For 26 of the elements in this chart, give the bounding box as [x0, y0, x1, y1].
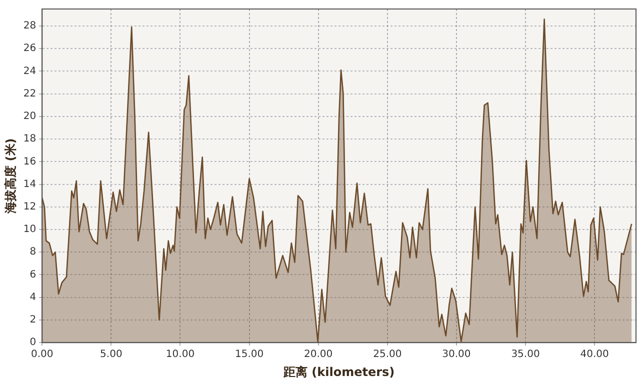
- y-tick-label: 10: [23, 224, 36, 236]
- y-tick-label: 28: [23, 20, 36, 32]
- y-tick-label: 20: [23, 111, 36, 122]
- y-tick-label: 12: [23, 201, 36, 212]
- y-tick-label: 16: [23, 156, 36, 168]
- y-axis-title: 海拔高度 (米): [3, 138, 18, 214]
- y-tick-label: 26: [23, 43, 36, 54]
- y-tick-label: 22: [23, 88, 36, 100]
- x-tick-label: 30.00: [442, 349, 471, 360]
- x-tick-label: 10.00: [166, 349, 195, 360]
- y-tick-label: 0: [30, 337, 36, 348]
- x-axis-title: 距离 (kilometers): [282, 364, 395, 379]
- x-tick-label: 35.00: [511, 349, 540, 360]
- y-tick-label: 14: [23, 178, 36, 190]
- y-tick-label: 8: [30, 246, 36, 258]
- x-tick-label: 20.00: [304, 349, 333, 360]
- x-tick-label: 40.00: [580, 349, 609, 360]
- x-tick-label: 5.00: [100, 349, 122, 360]
- y-tick-label: 18: [23, 134, 36, 145]
- x-tick-label: 15.00: [234, 349, 264, 360]
- x-tick-label: 0.00: [30, 349, 54, 360]
- y-tick-label: 2: [30, 314, 36, 326]
- x-tick-label: 25.00: [373, 349, 402, 360]
- y-tick-label: 6: [30, 269, 36, 280]
- y-tick-label: 24: [23, 66, 36, 77]
- y-tick-label: 4: [30, 292, 36, 303]
